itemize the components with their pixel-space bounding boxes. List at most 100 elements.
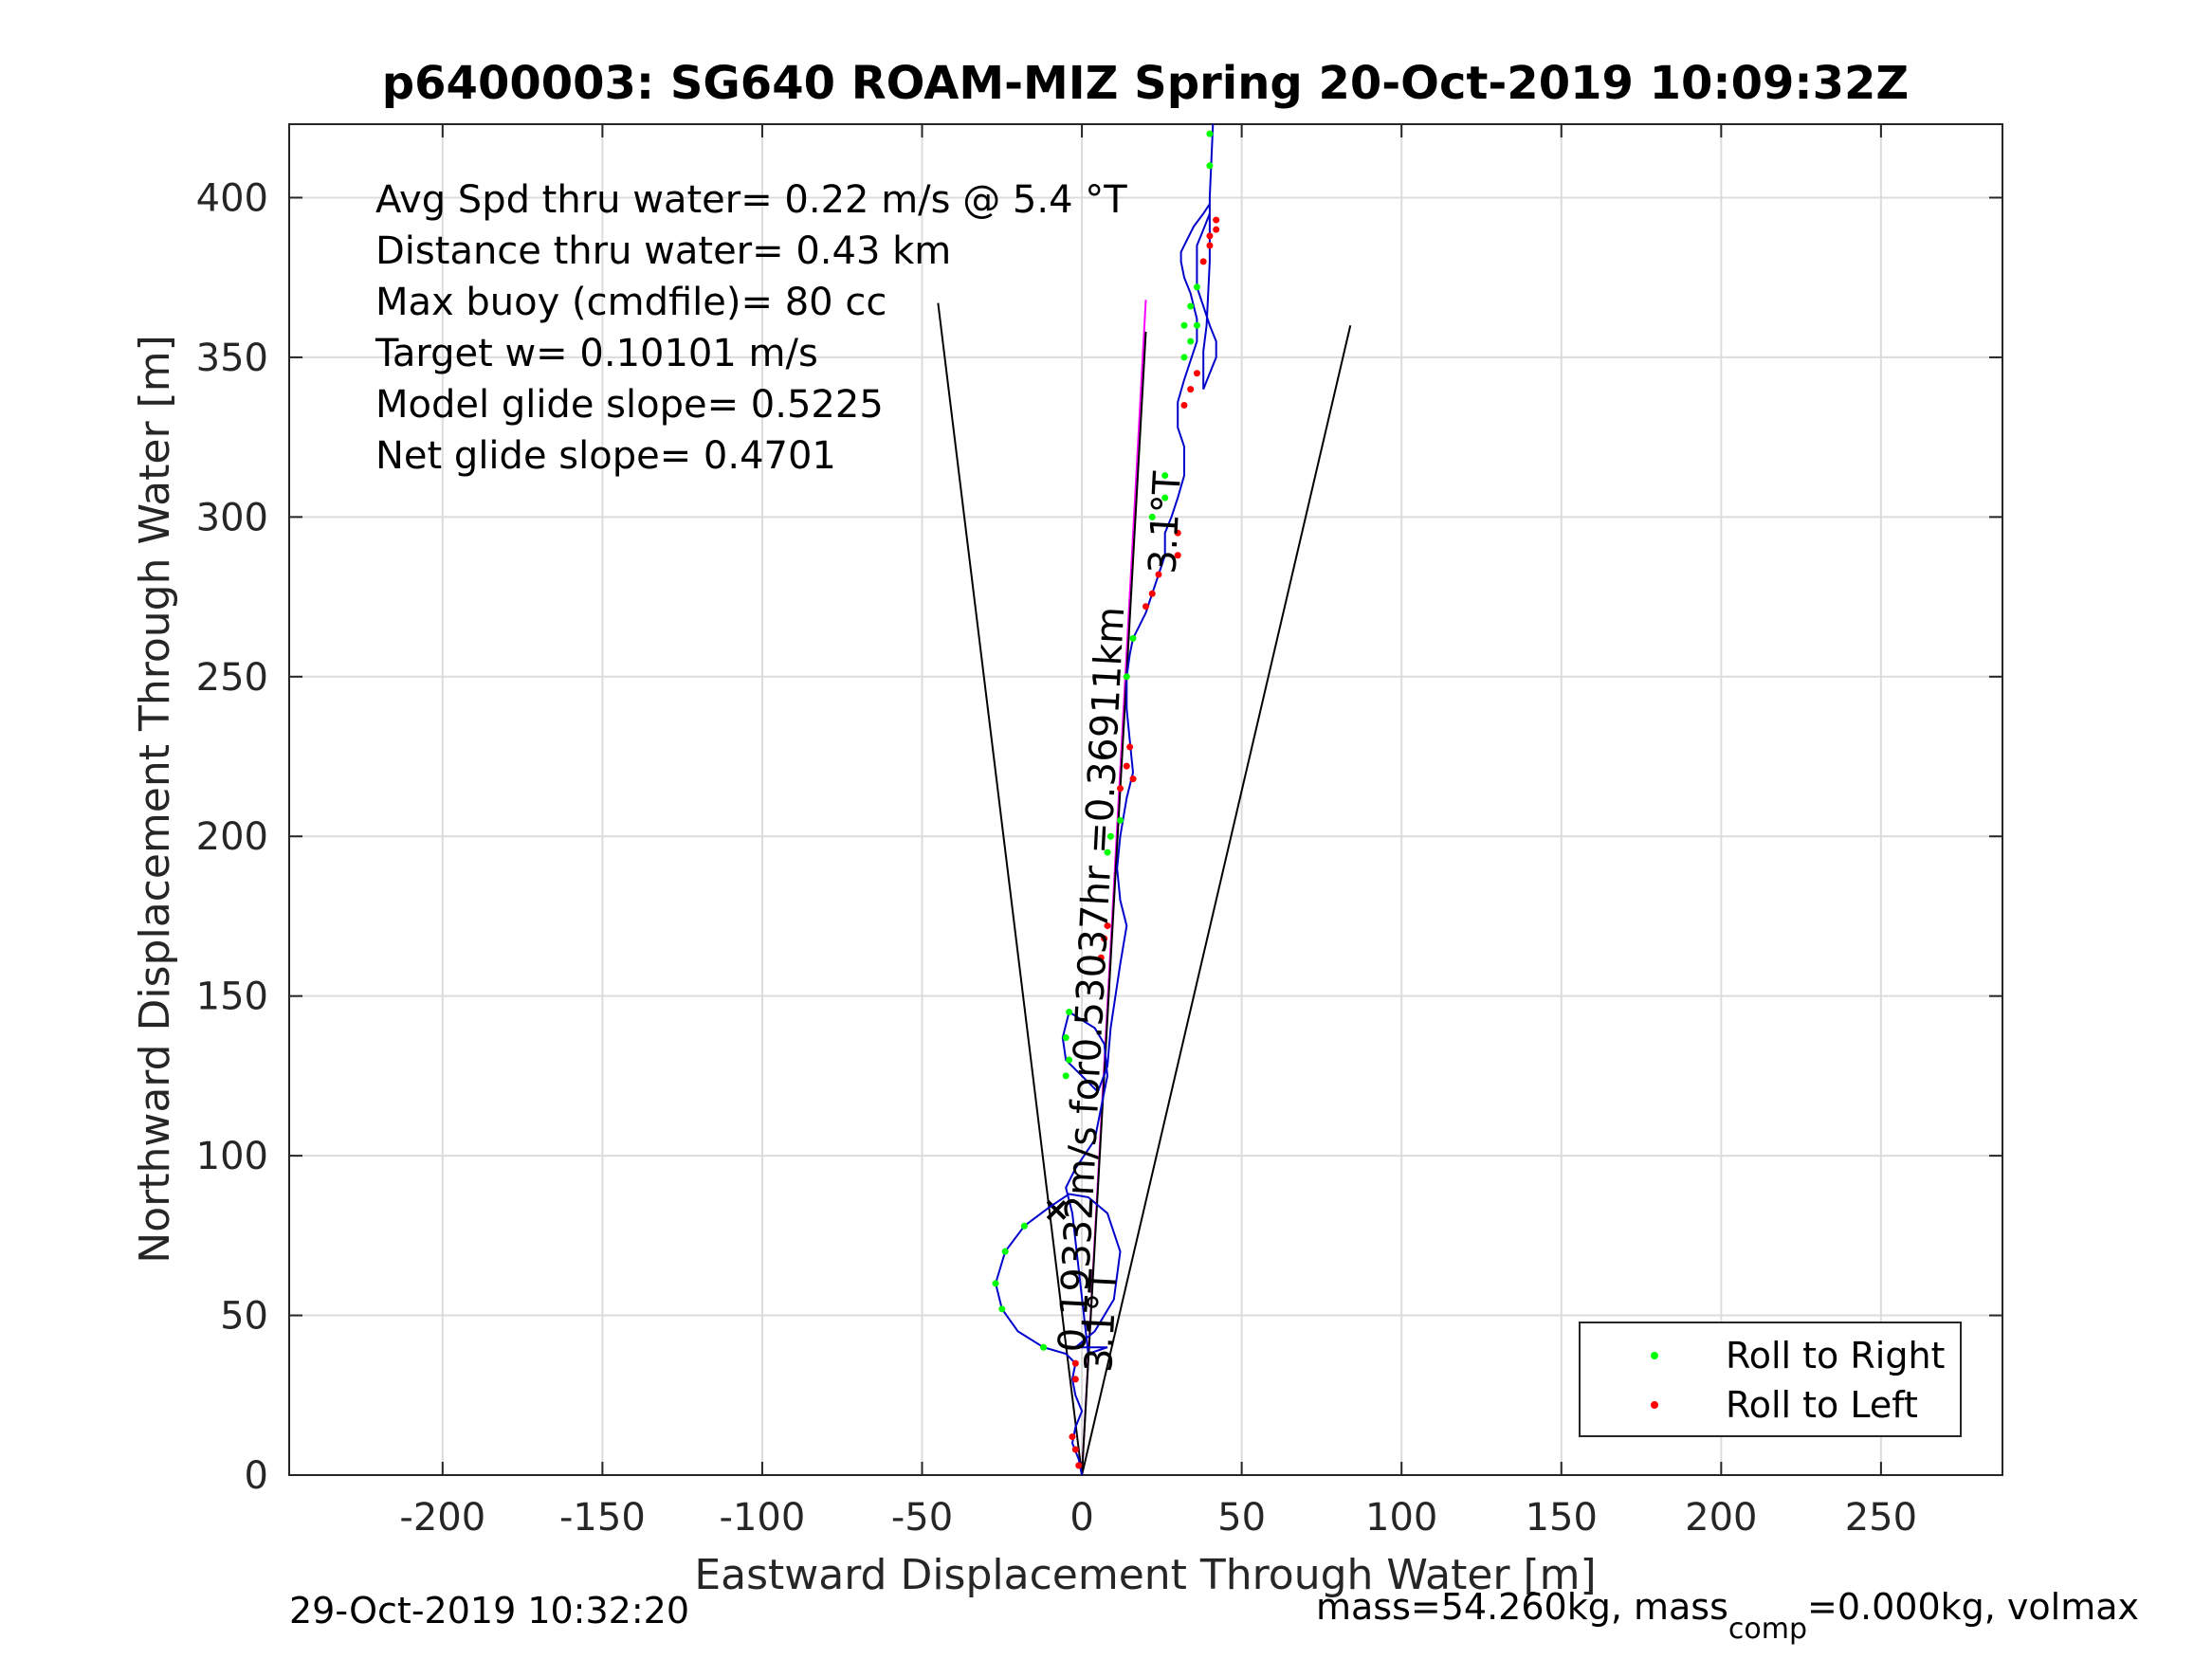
roll-left-point [1187, 386, 1195, 393]
heading-line [1081, 331, 1147, 1476]
info-model-glide: Model glide slope= 0.5225 [375, 383, 884, 427]
roll-right-point [1066, 1056, 1073, 1064]
roll-right-point [1161, 472, 1169, 480]
x-tick-label: 200 [1685, 1496, 1757, 1540]
roll-right-point [1187, 302, 1195, 310]
info-block: Avg Spd thru water= 0.22 m/s @ 5.4 °T Di… [375, 178, 1127, 478]
roll-left-point [1123, 762, 1130, 770]
info-net-glide: Net glide slope= 0.4701 [375, 434, 836, 478]
x-tick-label: 150 [1526, 1496, 1598, 1540]
x-axis-label: Eastward Displacement Through Water [m] [694, 1551, 1596, 1599]
roll-left-point [1069, 1433, 1076, 1441]
x-tick-label: -100 [720, 1496, 806, 1540]
roll-left-point [1097, 954, 1105, 961]
info-max-buoy: Max buoy (cmdfile)= 80 cc [375, 281, 887, 324]
legend: Roll to Right Roll to Left [1579, 1322, 1962, 1437]
y-tick-label: 200 [196, 815, 268, 859]
roll-left-point [1143, 603, 1149, 611]
footer-mass-prefix: mass=54.260kg, mass [1316, 1586, 1728, 1628]
x-tick-label: -50 [891, 1496, 953, 1540]
legend-marker-right [1651, 1352, 1658, 1359]
roll-right-point [1206, 130, 1214, 137]
roll-left-point [1071, 1359, 1079, 1367]
roll-left-point [1129, 775, 1137, 783]
y-tick-label: 50 [220, 1295, 268, 1339]
roll-left-point [1174, 529, 1181, 537]
rotated-annotation: 0.19332m/s for0.53037hr =0.36911km [1051, 606, 1133, 1354]
roll-right-point [1123, 673, 1130, 681]
footer-mass-suffix: =0.000kg, volmax [1807, 1586, 2139, 1628]
roll-right-point [998, 1305, 1006, 1313]
roll-left-point [1117, 785, 1124, 793]
track-line [995, 123, 1217, 1476]
marker-x [1046, 1199, 1067, 1220]
y-tick-label: 100 [196, 1135, 268, 1178]
roll-right-point [1001, 1248, 1009, 1255]
roll-right-point [1193, 283, 1200, 291]
roll-left-point [1126, 743, 1134, 751]
y-tick-label: 0 [245, 1454, 268, 1498]
rotated-annotation: 3.1°T [1141, 470, 1190, 575]
reference-lines [937, 300, 1352, 1476]
roll-left-point [1101, 935, 1108, 942]
roll-left-point [1071, 1446, 1079, 1453]
roll-right-point [1161, 494, 1169, 501]
roll-right-point [1129, 634, 1137, 642]
roll-right-point [1040, 1343, 1048, 1351]
grid-lines [289, 124, 2002, 1476]
roll-left-point [1174, 552, 1181, 559]
track-layer [995, 123, 1217, 1476]
roll-left-point [1206, 242, 1214, 249]
roll-right-point [1180, 321, 1188, 329]
roll-right-point [1206, 162, 1214, 170]
chart-title: p6400003: SG640 ROAM-MIZ Spring 20-Oct-2… [382, 57, 1909, 110]
footer-timestamp: 29-Oct-2019 10:32:20 [289, 1590, 689, 1632]
roll-left-point [1206, 232, 1214, 240]
x-tick-label: -150 [559, 1496, 646, 1540]
info-target-w: Target w= 0.10101 m/s [375, 332, 818, 375]
roll-left-point [1213, 226, 1220, 233]
roll-points [992, 130, 1220, 1469]
x-tick-label: -200 [399, 1496, 485, 1540]
roll-right-point [1062, 1033, 1069, 1041]
y-tick-label: 350 [196, 337, 268, 380]
plot-frame [288, 123, 2003, 1476]
cone-line [1081, 325, 1352, 1476]
roll-right-point [1104, 848, 1111, 856]
roll-right-point [1020, 1222, 1028, 1230]
roll-left-point [1199, 258, 1207, 265]
footer-mass-sub: comp [1728, 1613, 1807, 1646]
roll-left-point [1148, 590, 1156, 597]
y-tick-label: 250 [196, 656, 268, 700]
roll-right-point [1187, 337, 1195, 345]
roll-left-point [1213, 216, 1220, 224]
y-tick-label: 300 [196, 496, 268, 539]
y-tick-label: 400 [196, 176, 268, 220]
roll-right-point [992, 1280, 999, 1287]
x-tick-label: 100 [1365, 1496, 1437, 1540]
x-tick-label: 50 [1217, 1496, 1266, 1540]
roll-left-point [1104, 922, 1111, 930]
roll-left-point [1071, 1376, 1079, 1383]
roll-right-point [1117, 816, 1124, 824]
cone-line [937, 302, 1084, 1476]
footer-mass-info: mass=54.260kg, masscomp=0.000kg, volmax [1316, 1586, 2139, 1646]
roll-right-point [1180, 354, 1188, 361]
legend-box [1579, 1322, 1962, 1437]
roll-right-point [1106, 832, 1114, 840]
roll-right-point [1193, 321, 1200, 329]
roll-right-point [1062, 1072, 1069, 1080]
legend-label-right: Roll to Right [1726, 1335, 1945, 1376]
x-tick-label: 250 [1845, 1496, 1917, 1540]
legend-marker-left [1651, 1401, 1658, 1409]
x-tick-label: 0 [1069, 1496, 1093, 1540]
legend-label-left: Roll to Left [1726, 1384, 1918, 1426]
info-avg-speed: Avg Spd thru water= 0.22 m/s @ 5.4 °T [375, 178, 1127, 222]
roll-left-point [1155, 571, 1162, 578]
roll-left-point [1180, 401, 1188, 409]
rotated-annotation: 3.1°T [1077, 1268, 1126, 1374]
roll-left-point [1075, 1462, 1083, 1469]
axis-ticks: -200 -150 -100 -50 0 50 100 150 200 250 0 50 100 150 2… [196, 124, 2002, 1540]
